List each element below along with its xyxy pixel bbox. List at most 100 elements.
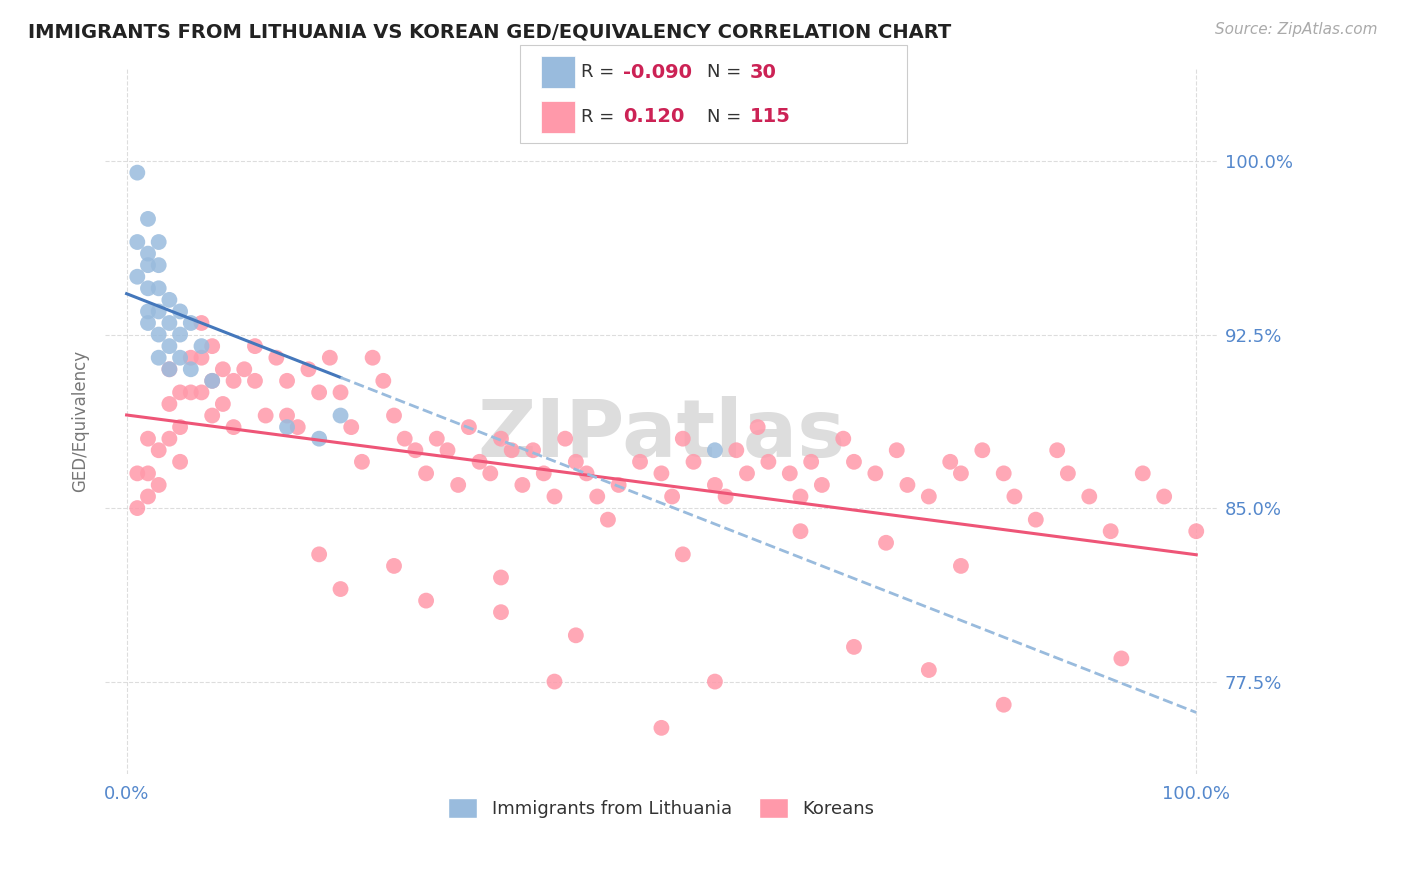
Point: [758, 455, 780, 469]
Point: [157, 362, 180, 376]
Point: [180, 385, 202, 400]
Point: [297, 362, 319, 376]
Point: [394, 432, 416, 446]
Point: [266, 351, 288, 365]
Point: [276, 420, 298, 434]
Point: [896, 478, 918, 492]
Point: [157, 362, 180, 376]
Point: [136, 432, 159, 446]
Point: [340, 420, 363, 434]
Text: IMMIGRANTS FROM LITHUANIA VS KOREAN GED/EQUIVALENCY CORRELATION CHART: IMMIGRANTS FROM LITHUANIA VS KOREAN GED/…: [28, 22, 952, 41]
Point: [650, 721, 672, 735]
Point: [1057, 467, 1080, 481]
Point: [127, 269, 149, 284]
Point: [747, 420, 769, 434]
Point: [865, 467, 887, 481]
Point: [703, 478, 725, 492]
Text: 30: 30: [749, 62, 776, 82]
Y-axis label: GED/Equivalency: GED/Equivalency: [72, 351, 89, 492]
Point: [1025, 513, 1047, 527]
Point: [489, 605, 512, 619]
Point: [415, 467, 437, 481]
Point: [308, 547, 330, 561]
Point: [201, 409, 224, 423]
Point: [832, 432, 855, 446]
Point: [596, 513, 619, 527]
Point: [554, 432, 576, 446]
Point: [479, 467, 502, 481]
Text: 0.120: 0.120: [623, 107, 685, 127]
Point: [875, 535, 897, 549]
Point: [725, 443, 748, 458]
Point: [243, 374, 266, 388]
Point: [169, 351, 191, 365]
Point: [190, 351, 212, 365]
Point: [136, 258, 159, 272]
Point: [415, 593, 437, 607]
Point: [254, 409, 277, 423]
Point: [329, 385, 352, 400]
Point: [212, 397, 235, 411]
Point: [233, 362, 256, 376]
Point: [148, 351, 170, 365]
Text: Source: ZipAtlas.com: Source: ZipAtlas.com: [1215, 22, 1378, 37]
Point: [1111, 651, 1133, 665]
Point: [489, 570, 512, 584]
Point: [842, 455, 865, 469]
Point: [127, 235, 149, 249]
Point: [180, 351, 202, 365]
Point: [1078, 490, 1101, 504]
Point: [136, 304, 159, 318]
Point: [512, 478, 534, 492]
Point: [949, 467, 972, 481]
Point: [661, 490, 683, 504]
Point: [993, 698, 1015, 712]
Point: [993, 467, 1015, 481]
Point: [243, 339, 266, 353]
Point: [779, 467, 801, 481]
Point: [1132, 467, 1154, 481]
Point: [148, 327, 170, 342]
Point: [157, 432, 180, 446]
Point: [489, 432, 512, 446]
Point: [127, 501, 149, 516]
Point: [329, 409, 352, 423]
Point: [543, 490, 565, 504]
Point: [180, 316, 202, 330]
Point: [918, 663, 941, 677]
Point: [949, 558, 972, 573]
Text: ZIPatlas: ZIPatlas: [477, 396, 845, 475]
Point: [148, 443, 170, 458]
Point: [222, 420, 245, 434]
Point: [501, 443, 523, 458]
Point: [350, 455, 373, 469]
Text: N =: N =: [707, 108, 747, 126]
Point: [157, 316, 180, 330]
Point: [319, 351, 342, 365]
Point: [201, 339, 224, 353]
Text: R =: R =: [581, 108, 626, 126]
Point: [136, 490, 159, 504]
Point: [276, 374, 298, 388]
Point: [382, 558, 405, 573]
Point: [361, 351, 384, 365]
Point: [127, 467, 149, 481]
Point: [148, 281, 170, 295]
Text: -0.090: -0.090: [623, 62, 692, 82]
Point: [565, 628, 588, 642]
Point: [628, 455, 651, 469]
Point: [127, 166, 149, 180]
Point: [1185, 524, 1208, 539]
Text: 115: 115: [749, 107, 790, 127]
Point: [918, 490, 941, 504]
Point: [565, 455, 588, 469]
Point: [650, 467, 672, 481]
Point: [682, 455, 704, 469]
Point: [1046, 443, 1069, 458]
Point: [136, 281, 159, 295]
Point: [426, 432, 449, 446]
Point: [287, 420, 309, 434]
Point: [468, 455, 491, 469]
Point: [735, 467, 758, 481]
Point: [939, 455, 962, 469]
